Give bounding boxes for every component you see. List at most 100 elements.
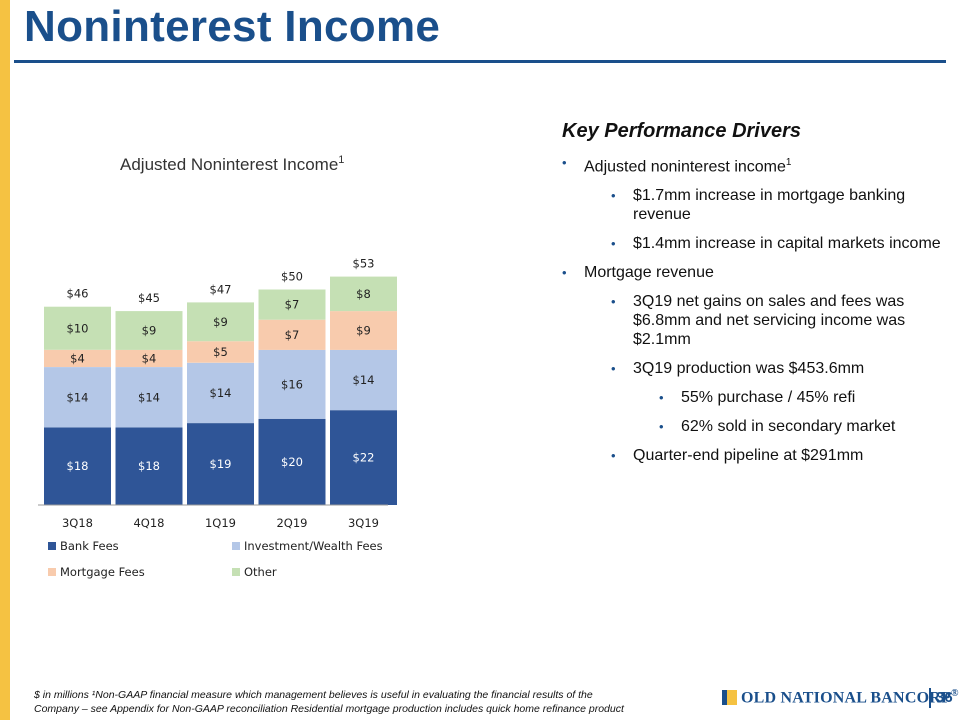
chart-title-superscript: 1 (338, 154, 344, 166)
bar-bank-fees-1q19 (187, 423, 254, 505)
bullet-icon: • (611, 448, 616, 464)
data-label-bank-fees: $22 (353, 451, 375, 465)
data-label-mortgage-fees: $7 (285, 328, 300, 342)
bar-investment-fees-1q19 (187, 362, 254, 424)
x-tick-label: 3Q19 (348, 516, 379, 530)
bullet-icon: • (611, 188, 616, 204)
driver-item-9: • Quarter-end pipeline at $291mm (558, 446, 948, 465)
legend-label-mortgage-fees: Mortgage Fees (60, 565, 145, 579)
chart-title-text: Adjusted Noninterest Income (120, 155, 338, 174)
data-label-other: $9 (142, 323, 157, 337)
driver-text: Mortgage revenue (584, 264, 714, 282)
bar-other-3q18 (44, 306, 111, 350)
driver-item-4: • Mortgage revenue (558, 263, 948, 282)
driver-item-6: • 3Q19 production was $453.6mm (558, 359, 948, 378)
company-logo: OLD NATIONAL BANCORP® (722, 688, 959, 707)
legend-swatch-mortgage-fees (48, 568, 56, 576)
data-label-investment-fees: $14 (353, 373, 375, 387)
bar-other-1q19 (187, 302, 254, 342)
bullet-icon: • (659, 390, 664, 406)
logo-mark-icon (722, 690, 737, 706)
driver-text: $1.7mm increase in mortgage banking reve… (633, 187, 906, 224)
bar-bank-fees-2q19 (258, 418, 326, 505)
total-label: $50 (281, 270, 303, 284)
drivers-heading: Key Performance Drivers (562, 120, 802, 142)
driver-text: 3Q19 net gains on sales and fees was $6.… (633, 293, 906, 349)
legend-label-investment-fees: Investment/Wealth Fees (244, 539, 383, 553)
bar-mortgage-fees-3q19 (330, 311, 397, 350)
driver-item-2: • $1.7mm increase in mortgage banking rev… (558, 186, 948, 224)
chart-title: Adjusted Noninterest Income1 (120, 154, 344, 174)
data-label-other: $7 (285, 298, 300, 312)
x-tick-label: 4Q18 (133, 516, 164, 530)
bar-mortgage-fees-3q18 (44, 349, 111, 367)
bar-mortgage-fees-1q19 (187, 341, 254, 363)
total-label: $46 (67, 287, 89, 301)
footnote-marker: 1 (785, 157, 792, 168)
drivers-list: • Adjusted noninterest income1 • $1.7mm inc… (558, 153, 948, 465)
data-label-bank-fees: $20 (281, 455, 303, 469)
data-label-other: $8 (356, 287, 371, 301)
data-label-mortgage-fees: $4 (142, 352, 157, 366)
bar-mortgage-fees-4q18 (115, 349, 183, 367)
bar-bank-fees-3q19 (330, 410, 397, 505)
data-label-bank-fees: $18 (138, 459, 160, 473)
driver-text: Adjusted noninterest income (584, 158, 786, 176)
page-number: 36 (929, 688, 953, 708)
data-label-mortgage-fees: $9 (356, 323, 371, 337)
bar-mortgage-fees-2q19 (258, 319, 326, 350)
driver-item-7: • 55% purchase / 45% refi (558, 388, 948, 407)
page-title: Noninterest Income (24, 2, 441, 51)
driver-text: Quarter-end pipeline at $291mm (633, 447, 864, 465)
bullet-icon: • (562, 265, 567, 281)
footnote: $ in millions ¹Non-GAAP financial measur… (34, 688, 724, 716)
total-label: $47 (210, 282, 232, 296)
title-rule (14, 60, 946, 63)
gold-accent-bar (0, 0, 10, 720)
bullet-icon: • (611, 236, 616, 252)
bar-other-3q19 (330, 276, 397, 312)
bar-investment-fees-4q18 (115, 367, 183, 428)
total-label: $45 (138, 291, 160, 305)
logo-name: OLD NATIONAL BANCORP (741, 689, 951, 707)
driver-text: 3Q19 production was $453.6mm (633, 360, 865, 378)
logo-text: OLD NATIONAL BANCORP® (741, 688, 959, 707)
data-label-other: $9 (213, 315, 228, 329)
bullet-icon: • (611, 294, 616, 310)
legend-label-bank-fees: Bank Fees (60, 539, 119, 553)
data-label-bank-fees: $19 (210, 457, 232, 471)
bar-investment-fees-3q19 (330, 349, 397, 411)
footnote-line-1: $ in millions ¹Non-GAAP financial measur… (34, 689, 593, 701)
data-label-investment-fees: $14 (67, 390, 89, 404)
legend-label-other: Other (244, 565, 277, 579)
x-tick-label: 1Q19 (205, 516, 236, 530)
driver-text: $1.4mm increase in capital markets incom… (633, 235, 941, 253)
stacked-bar-chart: Adjusted Noninterest Income1 $18 $14 $4 $10… (38, 154, 397, 579)
bar-investment-fees-2q19 (258, 349, 326, 419)
bullet-icon: • (659, 419, 664, 435)
bullet-icon: • (611, 361, 616, 377)
driver-item-3: • $1.4mm increase in capital markets inco… (558, 234, 948, 253)
driver-text: 62% sold in secondary market (681, 418, 896, 436)
driver-item-5: • 3Q19 net gains on sales and fees was $6… (558, 292, 948, 349)
driver-text: 55% purchase / 45% refi (681, 389, 856, 407)
legend-swatch-other (232, 568, 240, 576)
driver-item-1: • Adjusted noninterest income1 (558, 153, 948, 176)
driver-item-8: • 62% sold in secondary market (558, 417, 948, 436)
total-label: $53 (353, 257, 375, 271)
bullet-icon: • (562, 155, 567, 170)
bars-layer: $18 $14 $4 $10 $46 3Q18 $18 $14 $4 $9 $45 4Q18 $19 $1… (44, 257, 397, 530)
bar-other-4q18 (115, 311, 183, 350)
data-label-bank-fees: $18 (67, 459, 89, 473)
data-label-investment-fees: $16 (281, 377, 303, 391)
data-label-other: $10 (67, 321, 89, 335)
data-label-mortgage-fees: $5 (213, 345, 228, 359)
bar-bank-fees-4q18 (115, 427, 183, 505)
bar-investment-fees-3q18 (44, 367, 111, 428)
data-label-investment-fees: $14 (138, 390, 160, 404)
logo-registered-mark: ® (950, 688, 959, 699)
legend-swatch-investment-fees (232, 542, 240, 550)
footnote-line-2: Company – see Appendix for Non-GAAP reco… (34, 703, 624, 715)
data-label-investment-fees: $14 (210, 386, 232, 400)
chart-legend: Bank Fees Investment/Wealth Fees Mortgage … (48, 539, 383, 579)
